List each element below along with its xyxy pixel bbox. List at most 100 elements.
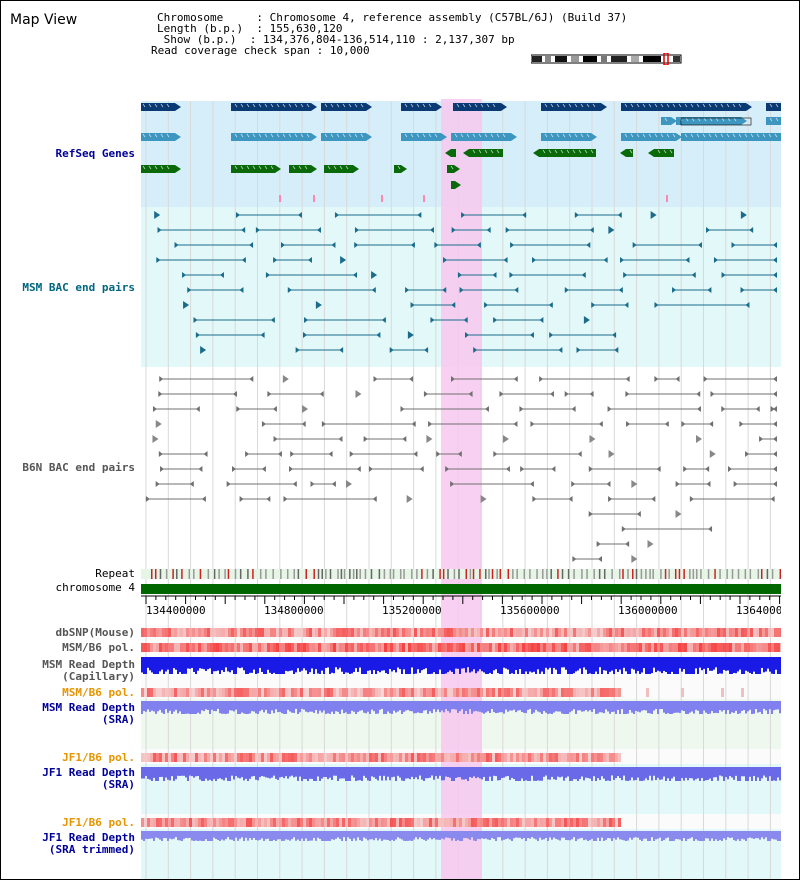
jf1-read-depth-sra-bar: [473, 767, 475, 777]
msm-b6-pol-2-bin: [306, 688, 309, 697]
jf1-read-depth-trimmed-bar: [719, 831, 721, 840]
msm-b6-pol-2-bin: [597, 688, 600, 697]
refseq-gene-arrow: [454, 165, 460, 173]
jf1-read-depth-sra-bar: [663, 767, 665, 777]
jf1-read-depth-sra-bar: [209, 767, 211, 780]
jf1-b6-pol-bin: [444, 753, 447, 762]
jf1-read-depth-sra-bar: [357, 767, 359, 781]
msm-read-depth-capillary-bar: [603, 657, 605, 671]
jf1-read-depth-sra-bar: [257, 767, 259, 781]
msm-b6-pol-bin: [591, 643, 594, 652]
refseq-exon-mark: [720, 103, 724, 108]
refseq-gene: [447, 165, 454, 173]
jf1-read-depth-trimmed-bar: [455, 831, 457, 841]
jf1-read-depth-trimmed-bar: [539, 831, 541, 838]
jf1-read-depth-sra-bar: [565, 767, 567, 778]
msm-read-depth-capillary-bar: [401, 657, 403, 674]
dbsnp-bin: [687, 628, 690, 637]
jf1-read-depth-trimmed-bar: [737, 831, 739, 840]
chromosome-ideogram[interactable]: [531, 53, 687, 65]
b6n-bac-pair-end: [411, 421, 416, 427]
jf1-b6-pol-bin: [336, 753, 339, 762]
msm-read-depth-capillary-bar: [601, 657, 603, 674]
repeat-mark: [726, 569, 728, 579]
jf1-b6-pol-bin: [381, 753, 384, 762]
msm-read-depth-capillary-bar: [331, 657, 333, 673]
msm-read-depth-sra-bar: [355, 701, 357, 714]
jf1-read-depth-trimmed-bar: [377, 831, 379, 841]
msm-b6-pol-2-bin: [387, 688, 390, 697]
jf1-b6-pol-bin: [537, 753, 540, 762]
jf1-read-depth-sra-bar: [437, 767, 439, 779]
msm-read-depth-sra-bar: [697, 701, 699, 711]
msm-bac-pair-end: [457, 272, 462, 278]
jf1-b6-pol-2-bin: [291, 818, 294, 827]
msm-read-depth-capillary-bar: [147, 657, 149, 668]
jf1-read-depth-sra-bar: [481, 767, 483, 780]
b6n-bac-pair-end: [770, 496, 775, 502]
jf1-read-depth-sra-bar: [705, 767, 707, 781]
refseq-gene-arrow: [511, 133, 517, 141]
msm-b6-pol-bin: [528, 643, 531, 652]
msm-bac-pair-end: [195, 332, 200, 338]
msm-b6-pol-bin: [234, 643, 237, 652]
repeat-mark: [479, 569, 481, 579]
dbsnp-bin: [447, 628, 450, 637]
repeat-mark: [352, 569, 355, 579]
msm-read-depth-sra-bar: [527, 701, 529, 710]
dbsnp-bin: [729, 628, 732, 637]
msm-read-depth-sra-bar: [733, 701, 735, 713]
msm-read-depth-sra-bar: [233, 701, 235, 712]
dbsnp-bin: [156, 628, 159, 637]
b6n-bac-end: [502, 435, 509, 443]
refseq-gene: [394, 165, 401, 173]
jf1-read-depth-sra-bar: [655, 767, 657, 781]
jf1-read-depth-trimmed-bar: [677, 831, 679, 840]
msm-read-depth-capillary-bar: [199, 657, 201, 669]
msm-read-depth-capillary-bar: [177, 657, 179, 674]
refseq-exon-mark: [404, 103, 408, 108]
jf1-read-depth-sra-bar: [245, 767, 247, 779]
msm-read-depth-capillary-bar: [343, 657, 345, 674]
msm-read-depth-capillary-bar: [567, 657, 569, 674]
msm-b6-pol-bin: [291, 643, 294, 652]
jf1-read-depth-trimmed-bar: [597, 831, 599, 838]
genome-track-panel[interactable]: 134400000 134800000 135200000 135600000 1360…: [141, 99, 781, 880]
msm-read-depth-sra-bar: [507, 701, 509, 712]
msm-b6-pol-2-bin: [591, 688, 594, 697]
jf1-read-depth-trimmed-bar: [265, 831, 267, 840]
track-label-refseq-genes[interactable]: RefSeq Genes: [55, 147, 135, 160]
axis-tick-label: 135200000: [382, 604, 442, 617]
refseq-pseudo-mark: [313, 195, 315, 202]
b6n-bac-pair-end: [759, 436, 764, 442]
jf1-read-depth-sra-bar: [215, 767, 217, 781]
jf1-read-depth-sra-bar: [701, 767, 703, 779]
jf1-read-depth-trimmed-bar: [247, 831, 249, 841]
jf1-read-depth-sra-bar: [233, 767, 235, 780]
refseq-exon-mark: [294, 133, 298, 138]
jf1-read-depth-trimmed-bar: [401, 831, 403, 840]
msm-read-depth-sra-bar: [715, 701, 717, 713]
msm-bac-pair-end: [297, 212, 302, 218]
jf1-read-depth-trimmed-bar: [141, 831, 143, 840]
msm-b6-pol-bin: [588, 643, 591, 652]
track-label-b6n-bac[interactable]: B6N BAC end pairs: [22, 461, 135, 474]
jf1-read-depth-trimmed-bar: [545, 831, 547, 838]
b6n-bac-pair-end: [428, 421, 433, 427]
dbsnp-bin: [396, 628, 399, 637]
msm-read-depth-sra-bar: [525, 701, 527, 714]
msm-read-depth-sra-bar: [253, 701, 255, 712]
track-label-msm-bac[interactable]: MSM BAC end pairs: [22, 281, 135, 294]
msm-read-depth-sra-bar: [403, 701, 405, 712]
repeat-mark: [581, 569, 583, 579]
msm-read-depth-sra-bar: [485, 701, 487, 713]
msm-read-depth-capillary-bar: [651, 657, 653, 674]
jf1-b6-pol-2-bin: [183, 818, 186, 827]
jf1-read-depth-trimmed-bar: [583, 831, 585, 841]
dbsnp-bin: [288, 628, 291, 637]
msm-read-depth-sra-bar: [229, 701, 231, 711]
b6n-bac-pair-end: [626, 421, 631, 427]
msm-read-depth-capillary-bar: [275, 657, 277, 674]
refseq-exon-mark: [636, 103, 640, 108]
jf1-b6-pol-bin: [501, 753, 504, 762]
